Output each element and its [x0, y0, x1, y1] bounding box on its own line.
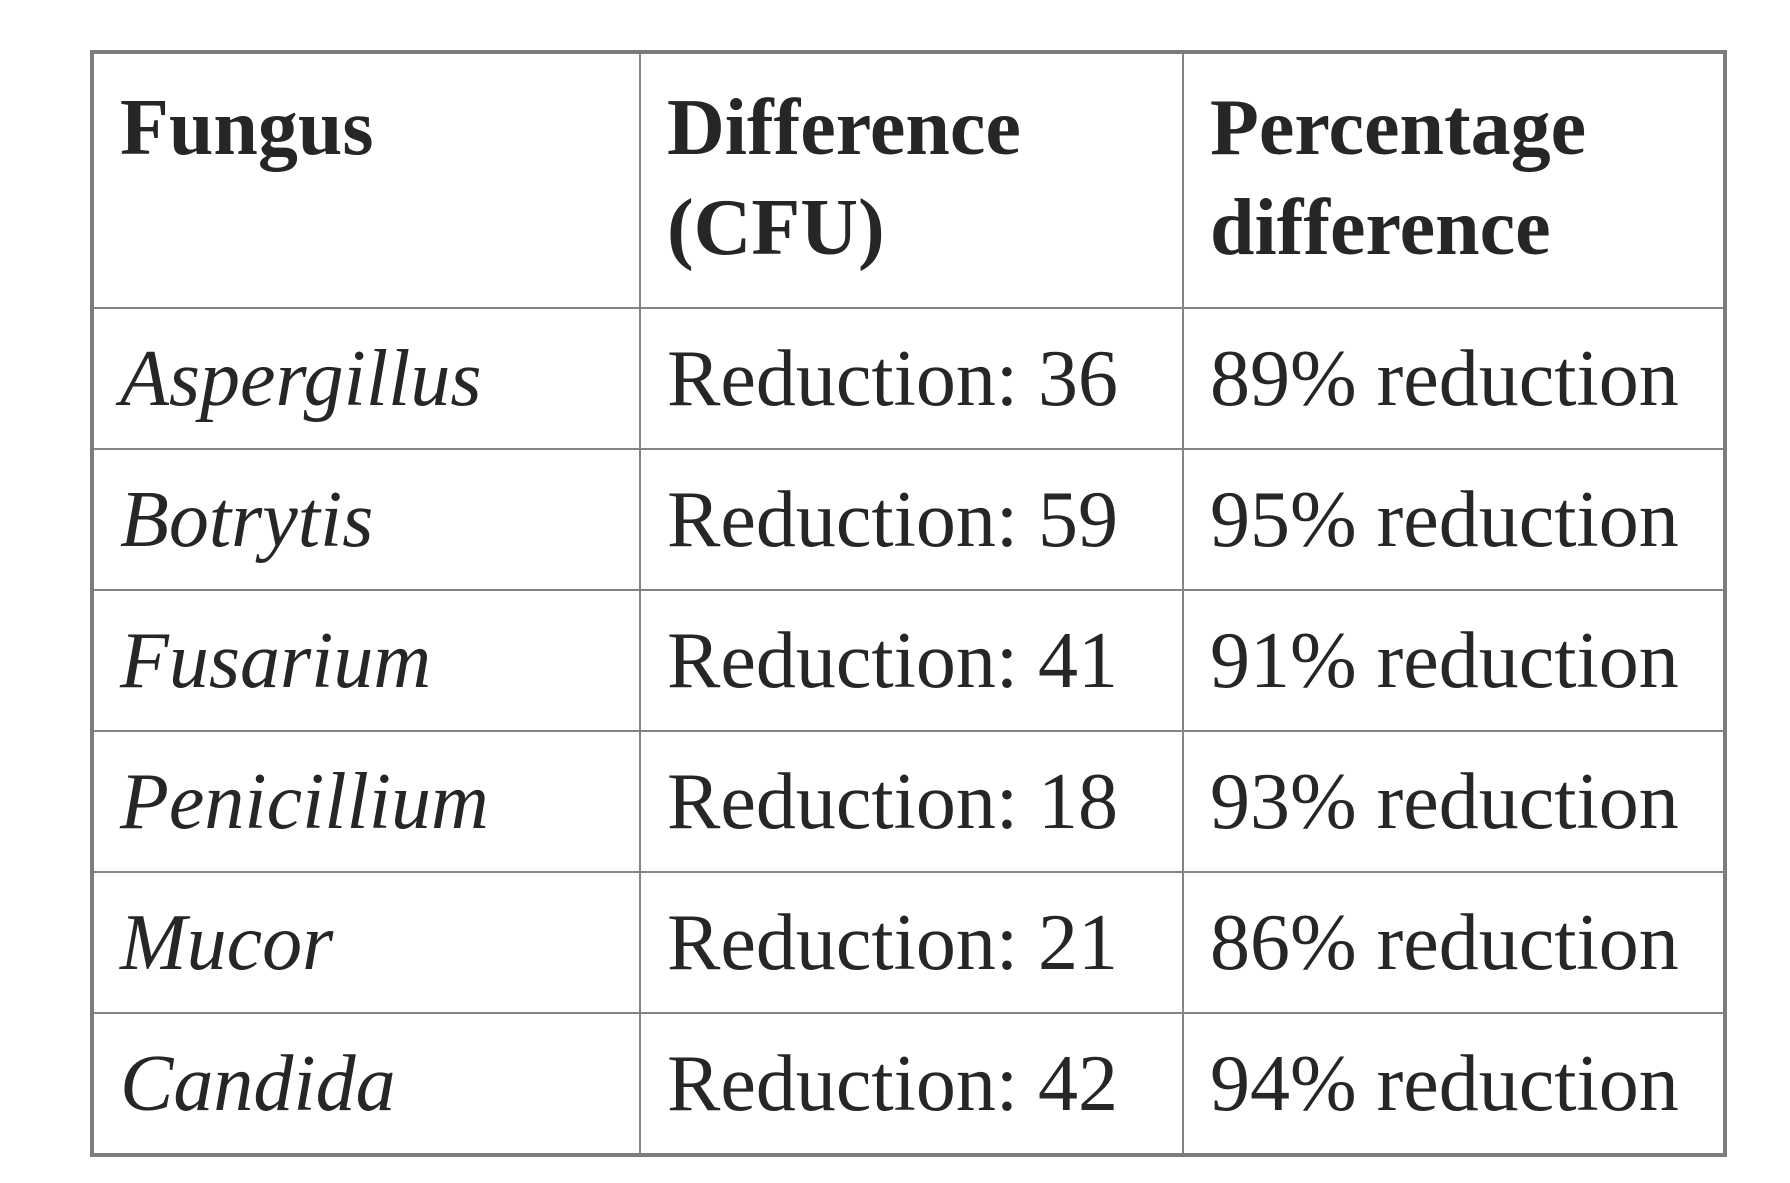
- header-difference-cfu: Difference (CFU): [639, 51, 1184, 309]
- percentage-cell: 89% reduction: [1182, 307, 1726, 450]
- fungus-name-cell: Botrytis: [91, 448, 641, 591]
- fungus-name-cell: Fusarium: [91, 589, 641, 732]
- header-fungus: Fungus: [91, 51, 641, 309]
- difference-cell: Reduction: 36: [639, 307, 1184, 450]
- table-row: Botrytis Reduction: 59 95% reduction: [91, 448, 1726, 591]
- table-row: Aspergillus Reduction: 36 89% reduction: [91, 307, 1726, 450]
- difference-cell: Reduction: 18: [639, 730, 1184, 873]
- difference-cell: Reduction: 41: [639, 589, 1184, 732]
- table-row: Fusarium Reduction: 41 91% reduction: [91, 589, 1726, 732]
- fungus-name-cell: Penicillium: [91, 730, 641, 873]
- table-row: Candida Reduction: 42 94% reduction: [91, 1012, 1726, 1156]
- header-percentage-difference: Percentage difference: [1182, 51, 1726, 309]
- fungus-name-cell: Candida: [91, 1012, 641, 1156]
- percentage-cell: 95% reduction: [1182, 448, 1726, 591]
- table-header-row: Fungus Difference (CFU) Percentage diffe…: [91, 51, 1726, 309]
- fungus-name-cell: Aspergillus: [91, 307, 641, 450]
- percentage-cell: 94% reduction: [1182, 1012, 1726, 1156]
- percentage-cell: 91% reduction: [1182, 589, 1726, 732]
- percentage-cell: 86% reduction: [1182, 871, 1726, 1014]
- fungus-name-cell: Mucor: [91, 871, 641, 1014]
- difference-cell: Reduction: 21: [639, 871, 1184, 1014]
- fungus-reduction-table: Fungus Difference (CFU) Percentage diffe…: [90, 50, 1727, 1157]
- percentage-cell: 93% reduction: [1182, 730, 1726, 873]
- difference-cell: Reduction: 59: [639, 448, 1184, 591]
- difference-cell: Reduction: 42: [639, 1012, 1184, 1156]
- table-row: Penicillium Reduction: 18 93% reduction: [91, 730, 1726, 873]
- table-row: Mucor Reduction: 21 86% reduction: [91, 871, 1726, 1014]
